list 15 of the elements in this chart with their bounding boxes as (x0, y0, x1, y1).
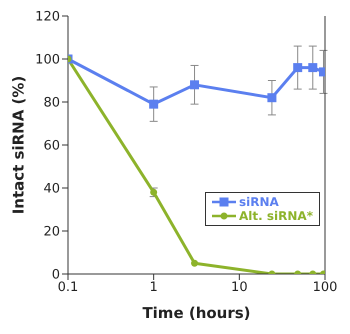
legend-label: Alt. siRNA* (239, 209, 313, 223)
x-tick-label: 1 (150, 280, 158, 296)
y-tick-label: 120 (35, 10, 60, 25)
legend-label: siRNA (239, 195, 279, 209)
y-tick-label: 20 (43, 224, 60, 240)
y-tick-label: 80 (43, 96, 60, 111)
y-axis-title: Intact siRNA (%) (9, 76, 28, 214)
x-tick-label: 10 (231, 280, 248, 296)
y-tick-label: 100 (35, 52, 60, 68)
y-tick-label: 0 (52, 268, 60, 283)
y-tick-label: 60 (43, 138, 60, 154)
x-tick-label: 0.1 (58, 280, 78, 296)
x-axis-title: Time (hours) (142, 304, 251, 322)
y-tick-label: 40 (43, 182, 60, 197)
x-tick-label: 100 (312, 280, 338, 296)
